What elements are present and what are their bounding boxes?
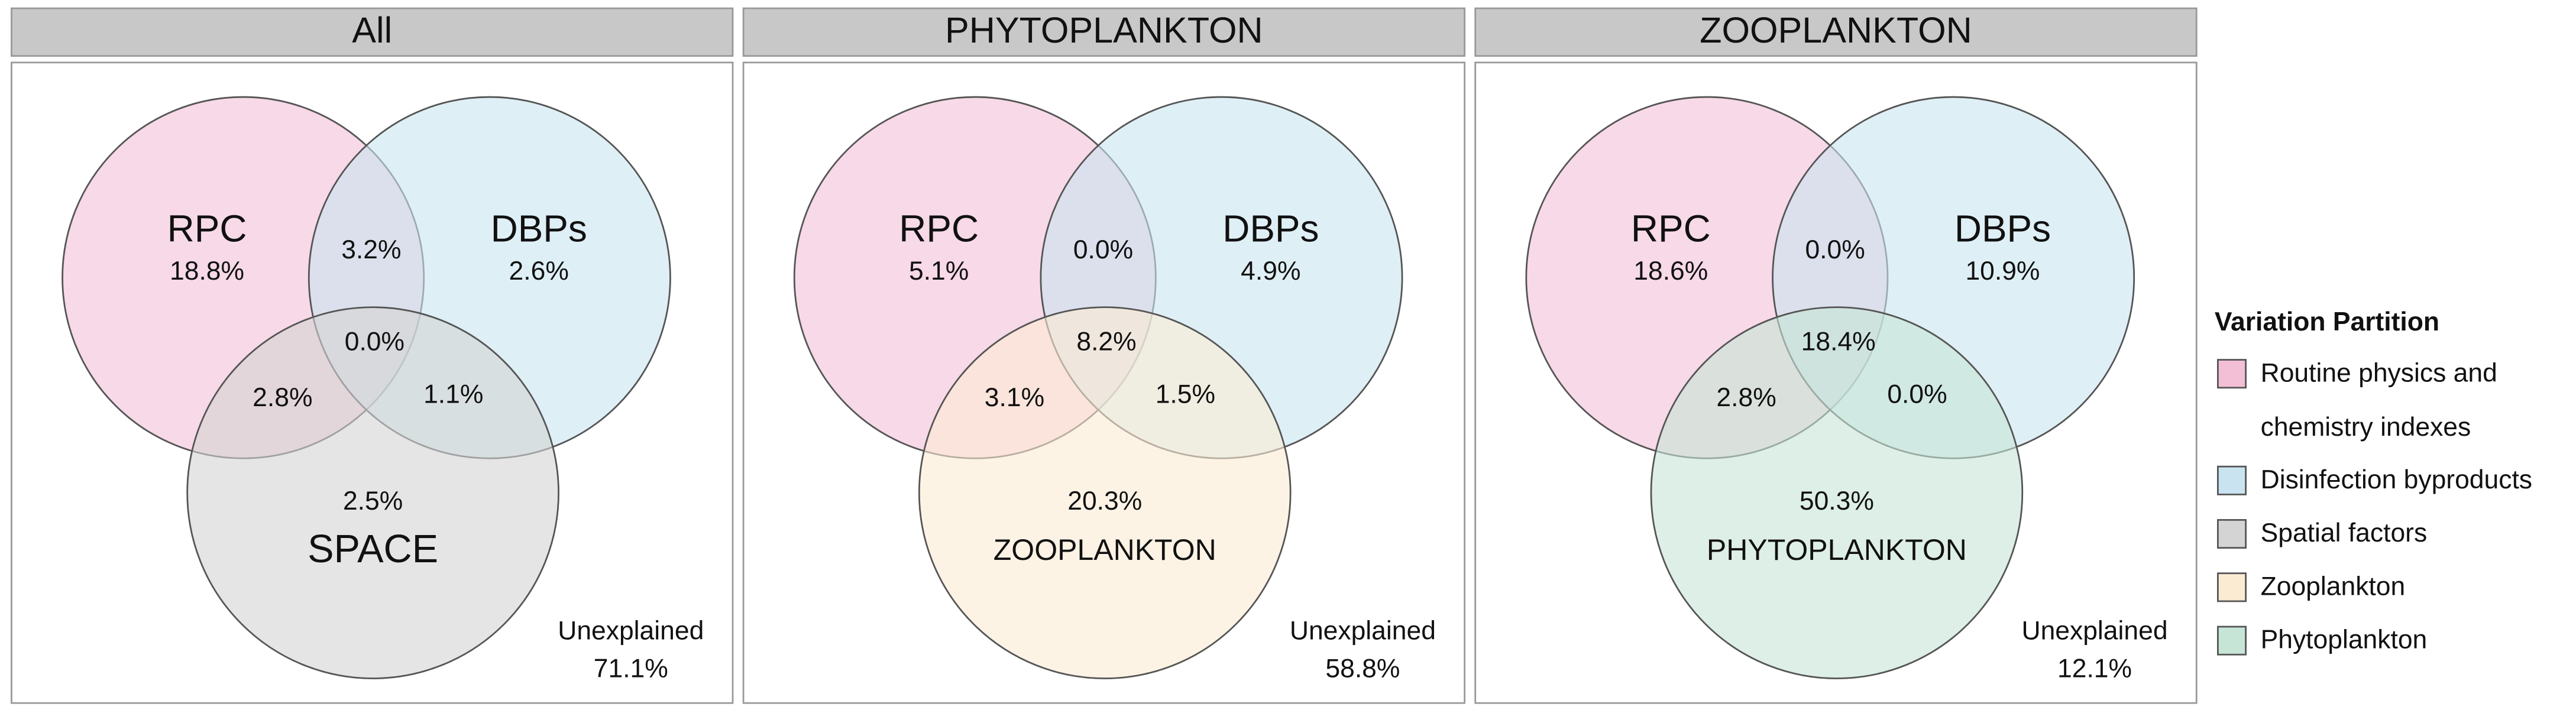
venn-circle <box>186 306 559 679</box>
overlap-value: 3.1% <box>985 383 1044 412</box>
legend-swatch <box>2216 519 2247 549</box>
set-value: 10.9% <box>1965 257 2040 286</box>
overlap-value: 1.5% <box>1156 380 1215 409</box>
overlap-value: 2.8% <box>253 383 312 412</box>
overlap-value: 2.8% <box>1716 383 1776 412</box>
overlap-value: 8.2% <box>1076 328 1136 356</box>
overlap-value: 0.0% <box>345 328 404 356</box>
panel-header <box>1474 7 2198 57</box>
unexplained-value: 58.8% <box>1325 654 1400 683</box>
unexplained-label: Unexplained <box>558 616 704 645</box>
set-label: DBPs <box>491 208 587 250</box>
set-label: DBPs <box>1954 208 2051 250</box>
panel-header <box>742 7 1466 57</box>
panel-title: PHYTOPLANKTON <box>945 10 1263 50</box>
overlap-value: 0.0% <box>1887 380 1947 409</box>
overlap-value: 3.2% <box>341 235 401 264</box>
legend-label: Phytoplankton <box>2261 626 2428 654</box>
set-label: RPC <box>167 208 247 250</box>
panel-title: ZOOPLANKTON <box>1700 10 1972 50</box>
set-value: 2.6% <box>509 257 569 286</box>
legend-title: Variation Partition <box>2215 307 2439 336</box>
set-value: 20.3% <box>1067 487 1142 516</box>
legend-label: Spatial factors <box>2261 518 2428 547</box>
legend-swatch <box>2216 626 2247 656</box>
overlap-value: 1.1% <box>423 380 483 409</box>
set-value: 18.6% <box>1633 257 1708 286</box>
unexplained-label: Unexplained <box>2021 616 2167 645</box>
legend-label: Disinfection byproducts <box>2261 465 2532 494</box>
legend-swatch <box>2216 359 2247 389</box>
venn-circle <box>918 306 1292 679</box>
legend-label: Routine physics and <box>2261 358 2497 387</box>
panel-header <box>11 7 734 57</box>
set-value: 4.9% <box>1241 257 1300 286</box>
set-value: 5.1% <box>909 257 969 286</box>
overlap-value: 0.0% <box>1805 235 1865 264</box>
set-label: DBPs <box>1222 208 1319 250</box>
legend-swatch <box>2216 465 2247 495</box>
venn-circle <box>1650 306 2024 679</box>
set-label: RPC <box>1631 208 1711 250</box>
legend-label: Zooplankton <box>2261 572 2406 601</box>
unexplained-value: 12.1% <box>2057 654 2132 683</box>
overlap-value: 0.0% <box>1073 235 1133 264</box>
overlap-value: 18.4% <box>1801 328 1876 356</box>
unexplained-label: Unexplained <box>1290 616 1436 645</box>
set-label: RPC <box>899 208 979 250</box>
legend-label: chemistry indexes <box>2261 413 2471 442</box>
set-label: PHYTOPLANKTON <box>1707 533 1967 566</box>
set-value: 18.8% <box>170 257 244 286</box>
panel-title: All <box>352 10 392 50</box>
unexplained-value: 71.1% <box>594 654 668 683</box>
legend-swatch <box>2216 572 2247 602</box>
set-label: ZOOPLANKTON <box>993 533 1216 566</box>
set-label: SPACE <box>308 527 438 571</box>
set-value: 2.5% <box>343 487 403 516</box>
set-value: 50.3% <box>1800 487 1874 516</box>
